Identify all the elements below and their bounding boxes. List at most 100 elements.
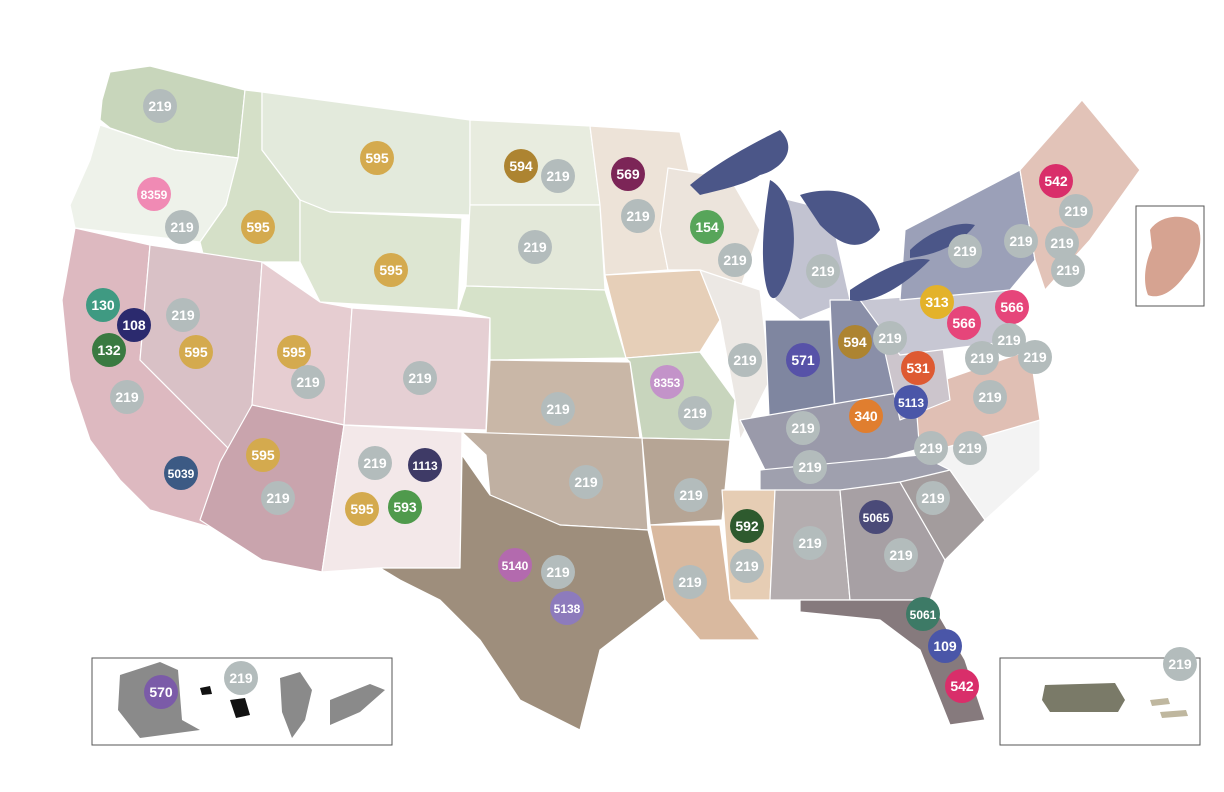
marker-circle[interactable] <box>143 89 177 123</box>
marker-14[interactable]: 219 <box>403 361 437 395</box>
marker-circle[interactable] <box>92 333 126 367</box>
marker-circle[interactable] <box>518 230 552 264</box>
marker-24[interactable]: 219 <box>518 230 552 264</box>
marker-circle[interactable] <box>1059 194 1093 228</box>
marker-circle[interactable] <box>165 210 199 244</box>
marker-16[interactable]: 595 <box>246 438 280 472</box>
marker-circle[interactable] <box>1039 164 1073 198</box>
marker-2[interactable]: 219 <box>165 210 199 244</box>
marker-34[interactable]: 219 <box>541 555 575 589</box>
marker-circle[interactable] <box>906 597 940 631</box>
marker-circle[interactable] <box>945 669 979 703</box>
marker-17[interactable]: 219 <box>261 481 295 515</box>
marker-38[interactable]: 219 <box>730 549 764 583</box>
marker-circle[interactable] <box>611 157 645 191</box>
marker-circle[interactable] <box>786 411 820 445</box>
marker-12[interactable]: 219 <box>291 365 325 399</box>
marker-54[interactable]: 5065 <box>859 500 893 534</box>
marker-62[interactable]: 219 <box>1004 224 1038 258</box>
marker-circle[interactable] <box>166 298 200 332</box>
marker-42[interactable]: 219 <box>793 450 827 484</box>
marker-15[interactable]: 5039 <box>164 456 198 490</box>
marker-33[interactable]: 5140 <box>498 548 532 582</box>
marker-13[interactable]: 219 <box>110 380 144 414</box>
marker-circle[interactable] <box>179 335 213 369</box>
marker-41[interactable]: 219 <box>786 411 820 445</box>
marker-circle[interactable] <box>1004 224 1038 258</box>
marker-67[interactable]: 566 <box>995 290 1029 324</box>
marker-circle[interactable] <box>728 343 762 377</box>
marker-45[interactable]: 594 <box>838 325 872 359</box>
marker-circle[interactable] <box>1045 226 1079 260</box>
marker-circle[interactable] <box>403 361 437 395</box>
marker-circle[interactable] <box>873 321 907 355</box>
marker-69[interactable]: 219 <box>992 323 1026 357</box>
marker-43[interactable]: 219 <box>806 254 840 288</box>
marker-40[interactable]: 219 <box>793 526 827 560</box>
marker-circle[interactable] <box>973 380 1007 414</box>
marker-11[interactable]: 595 <box>277 335 311 369</box>
marker-73[interactable]: 219 <box>224 661 258 695</box>
marker-0[interactable]: 219 <box>143 89 177 123</box>
marker-circle[interactable] <box>144 675 178 709</box>
marker-7[interactable]: 108 <box>117 308 151 342</box>
marker-circle[interactable] <box>793 526 827 560</box>
marker-circle[interactable] <box>730 509 764 543</box>
marker-35[interactable]: 5138 <box>550 591 584 625</box>
marker-53[interactable]: 219 <box>916 481 950 515</box>
marker-36[interactable]: 219 <box>674 478 708 512</box>
marker-circle[interactable] <box>992 323 1026 357</box>
marker-47[interactable]: 571 <box>786 343 820 377</box>
marker-60[interactable]: 219 <box>948 234 982 268</box>
marker-46[interactable]: 219 <box>873 321 907 355</box>
marker-31[interactable]: 219 <box>541 392 575 426</box>
marker-37[interactable]: 219 <box>673 565 707 599</box>
marker-circle[interactable] <box>224 661 258 695</box>
marker-circle[interactable] <box>690 210 724 244</box>
marker-circle[interactable] <box>901 351 935 385</box>
marker-circle[interactable] <box>1051 253 1085 287</box>
marker-52[interactable]: 219 <box>953 431 987 465</box>
marker-circle[interactable] <box>261 481 295 515</box>
marker-32[interactable]: 219 <box>569 465 603 499</box>
marker-circle[interactable] <box>621 199 655 233</box>
marker-28[interactable]: 219 <box>718 243 752 277</box>
marker-circle[interactable] <box>1018 340 1052 374</box>
marker-circle[interactable] <box>541 159 575 193</box>
marker-19[interactable]: 1113 <box>408 448 442 482</box>
marker-64[interactable]: 219 <box>1051 253 1085 287</box>
marker-circle[interactable] <box>246 438 280 472</box>
marker-22[interactable]: 594 <box>504 149 538 183</box>
marker-57[interactable]: 109 <box>928 629 962 663</box>
marker-circle[interactable] <box>948 234 982 268</box>
marker-circle[interactable] <box>360 141 394 175</box>
marker-circle[interactable] <box>947 306 981 340</box>
marker-3[interactable]: 595 <box>360 141 394 175</box>
marker-circle[interactable] <box>730 549 764 583</box>
marker-circle[interactable] <box>164 456 198 490</box>
marker-1[interactable]: 8359 <box>137 177 171 211</box>
marker-circle[interactable] <box>550 591 584 625</box>
marker-circle[interactable] <box>1163 647 1197 681</box>
marker-68[interactable]: 219 <box>1018 340 1052 374</box>
marker-circle[interactable] <box>241 210 275 244</box>
marker-circle[interactable] <box>718 243 752 277</box>
marker-circle[interactable] <box>884 538 918 572</box>
marker-circle[interactable] <box>358 446 392 480</box>
marker-circle[interactable] <box>374 253 408 287</box>
marker-circle[interactable] <box>920 285 954 319</box>
marker-circle[interactable] <box>388 490 422 524</box>
marker-circle[interactable] <box>541 392 575 426</box>
marker-circle[interactable] <box>541 555 575 589</box>
marker-55[interactable]: 219 <box>884 538 918 572</box>
marker-10[interactable]: 595 <box>179 335 213 369</box>
marker-circle[interactable] <box>137 177 171 211</box>
marker-circle[interactable] <box>569 465 603 499</box>
marker-circle[interactable] <box>953 431 987 465</box>
marker-9[interactable]: 219 <box>166 298 200 332</box>
marker-49[interactable]: 340 <box>849 399 883 433</box>
marker-44[interactable]: 219 <box>728 343 762 377</box>
marker-circle[interactable] <box>504 149 538 183</box>
marker-72[interactable]: 570 <box>144 675 178 709</box>
marker-59[interactable]: 542 <box>1039 164 1073 198</box>
